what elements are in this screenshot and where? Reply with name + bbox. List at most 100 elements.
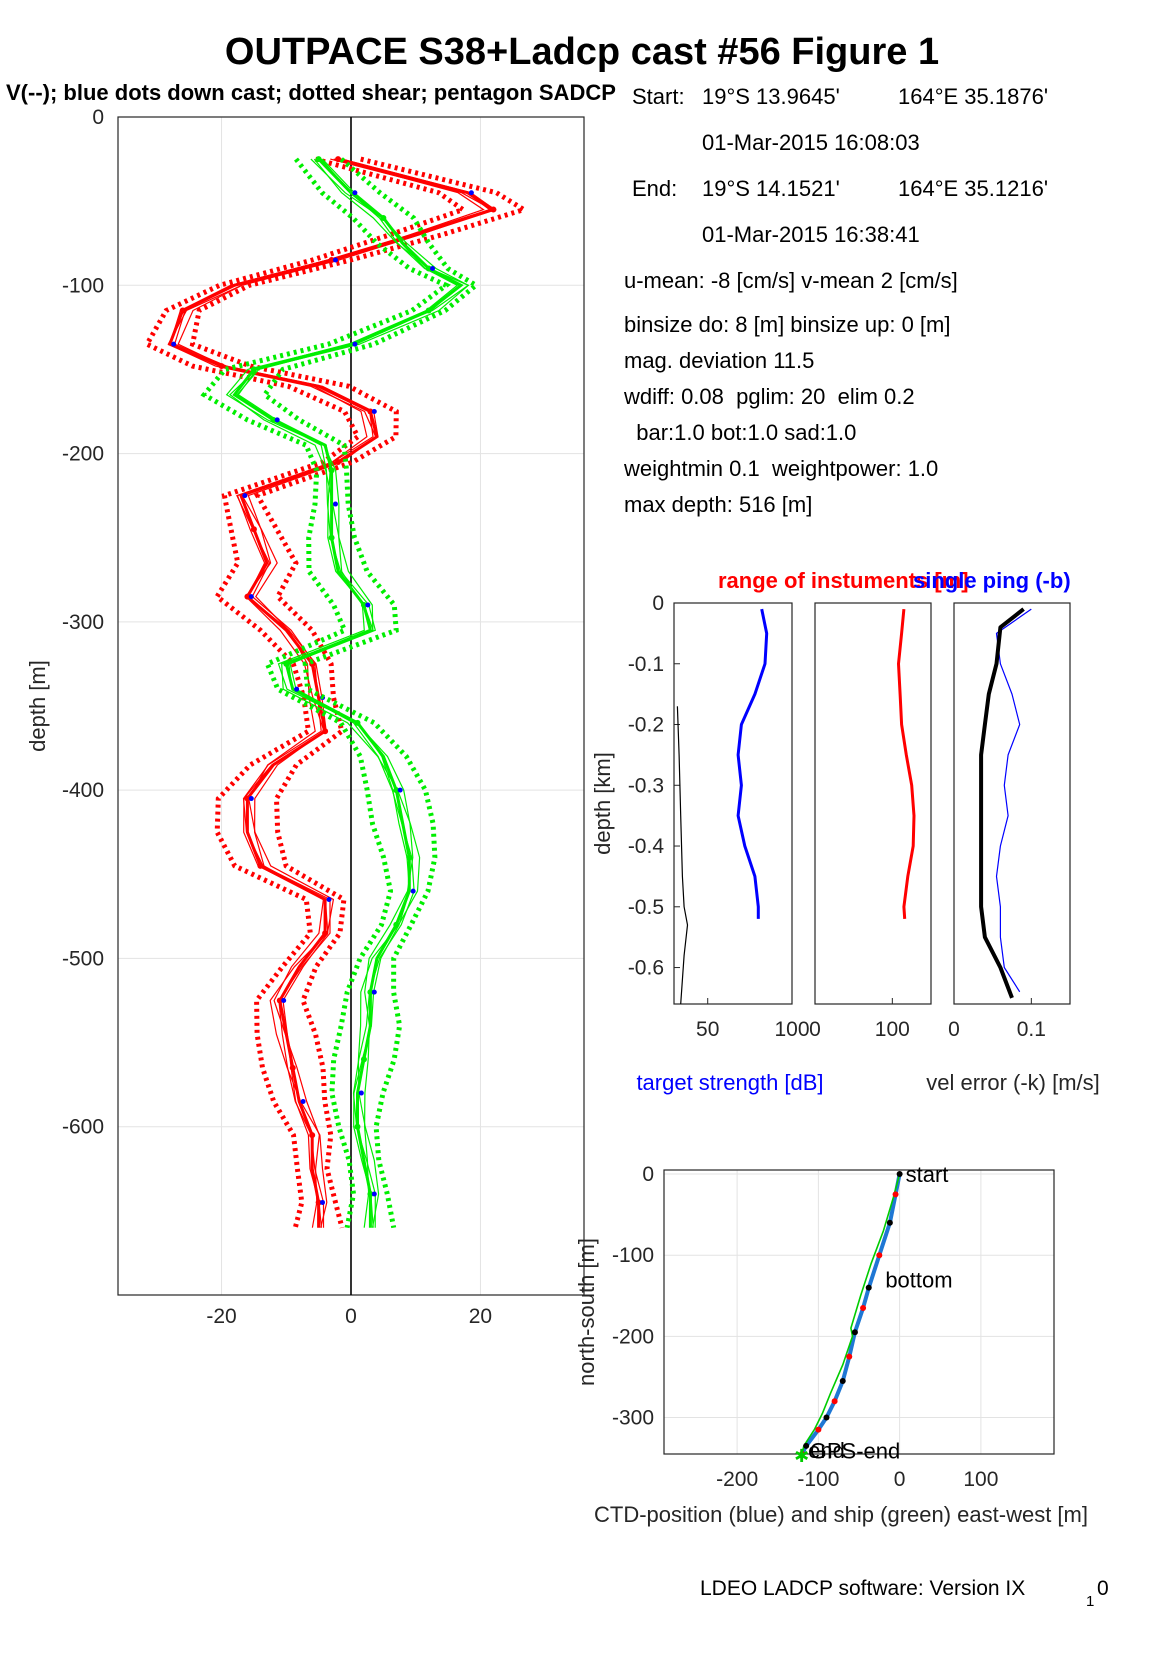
track-point xyxy=(896,1171,903,1178)
figure-title: OUTPACE S38+Ladcp cast #56 Figure 1 xyxy=(225,31,939,73)
downcast-dot xyxy=(242,493,248,499)
track-point xyxy=(892,1191,899,1198)
weights: bar:1.0 bot:1.0 sad:1.0 xyxy=(624,420,856,445)
software-label: LDEO LADCP software: Version IX xyxy=(700,1577,1025,1600)
v-profile-point xyxy=(367,989,374,996)
track-point xyxy=(839,1377,846,1384)
panel-frame xyxy=(953,602,1071,1005)
downcast-dot xyxy=(274,417,280,423)
y-tick-label: -100 xyxy=(62,274,104,297)
downcast-dot xyxy=(320,1199,326,1205)
u-profile-point xyxy=(335,458,342,465)
x-tick-label: 100 xyxy=(774,1018,809,1041)
x-tick-label: 50 xyxy=(696,1018,719,1041)
end-lat: 19°S 14.1521' xyxy=(702,176,840,201)
v-profile-ensemble xyxy=(229,158,470,1228)
profile-line xyxy=(736,608,769,919)
track-plot: -200 -100 0 100 0 -100 -200 -300 north-south [m]… xyxy=(574,1162,1088,1527)
v-profile-point xyxy=(406,854,413,861)
start-lon: 164°E 35.1876' xyxy=(898,84,1048,109)
u-profile-point xyxy=(315,1199,322,1206)
v-profile-point xyxy=(250,366,257,373)
track-annotation: bottom xyxy=(885,1268,952,1293)
v-profile-ensemble xyxy=(225,158,470,1228)
u-profile-point xyxy=(322,728,329,735)
track-annotation: end xyxy=(808,1438,845,1463)
v-profile-point xyxy=(354,719,361,726)
v-profile-point xyxy=(354,1123,361,1130)
track-point xyxy=(860,1304,867,1311)
x-axis-label: CTD-position (blue) and ship (green) eas… xyxy=(594,1502,1088,1527)
v-profile-point xyxy=(328,534,335,541)
track-point xyxy=(799,1451,806,1457)
y-tick-label: -0.1 xyxy=(628,653,664,676)
v-profile-point xyxy=(393,921,400,928)
profile-line xyxy=(676,706,689,1005)
x-tick-label: 0.1 xyxy=(1017,1018,1046,1041)
x-tick-label: 20 xyxy=(469,1305,492,1328)
u-profile-point xyxy=(244,795,251,802)
u-profile-point xyxy=(367,408,374,415)
panel-frame xyxy=(814,602,932,1005)
downcast-dot xyxy=(430,265,436,271)
track-annotation: GPS-end xyxy=(810,1438,901,1463)
range-title: range of instuments [m] xyxy=(718,568,969,593)
track-point xyxy=(865,1284,872,1291)
profile-line xyxy=(979,607,1025,999)
software-note: LDEO LADCP software: Version IX 1 0 xyxy=(700,1577,1109,1610)
u-profile-point xyxy=(250,526,257,533)
downcast-dot xyxy=(332,501,338,507)
x-tick-label: -200 xyxy=(716,1468,758,1491)
downcast-dot xyxy=(371,409,377,414)
track-point xyxy=(823,1414,830,1421)
downcast-dot xyxy=(248,594,254,600)
v-profile-point xyxy=(380,214,387,221)
profile-line xyxy=(897,608,916,919)
v-profile-point xyxy=(393,787,400,794)
y-tick-label: -100 xyxy=(612,1244,654,1267)
track-plot-frame xyxy=(663,1169,1055,1455)
u-profile-point xyxy=(328,257,335,264)
track-annotation: start xyxy=(906,1162,949,1187)
single-ping-title: single ping (-b) xyxy=(913,568,1071,593)
u-profile-point xyxy=(309,1132,316,1139)
y-tick-label: 0 xyxy=(652,592,664,615)
mean-velocity: u-mean: -8 [cm/s] v-mean 2 [cm/s] xyxy=(624,268,958,293)
v-profile-point xyxy=(360,602,367,609)
downcast-dot xyxy=(171,341,177,347)
v-profile-point xyxy=(425,265,432,272)
range-plot: 0 100 xyxy=(809,602,932,1041)
u-profile-point xyxy=(289,1064,296,1071)
x-tick-label: -20 xyxy=(206,1305,236,1328)
x-tick-label: 100 xyxy=(875,1018,910,1041)
u-profile-point xyxy=(335,156,342,163)
downcast-dot xyxy=(326,897,332,903)
v-profile-shear xyxy=(261,157,481,1229)
end-lon: 164°E 35.1216' xyxy=(898,176,1048,201)
start-lat: 19°S 13.9645' xyxy=(702,84,840,109)
downcast-dot xyxy=(352,190,358,196)
v-profile-point xyxy=(425,307,432,314)
track-point xyxy=(886,1219,893,1226)
downcast-dot xyxy=(281,998,287,1003)
track-point xyxy=(876,1252,883,1259)
v-profile-point xyxy=(270,416,277,423)
track-point xyxy=(803,1442,810,1449)
y-tick-label: -400 xyxy=(62,779,104,802)
cast-info: Start: 19°S 13.9645' 164°E 35.1876' 01-M… xyxy=(623,84,1048,517)
vel-error-plot: 0 0.1 xyxy=(948,602,1071,1041)
downcast-dot xyxy=(468,190,474,196)
y-tick-label: -0.6 xyxy=(628,957,664,980)
downcast-dot xyxy=(352,341,358,347)
y-tick-label: -0.2 xyxy=(628,714,664,737)
x-tick-label: 0 xyxy=(809,1018,821,1041)
downcast-dot xyxy=(332,257,338,263)
v-profile-point xyxy=(328,467,335,474)
x-tick-label: -100 xyxy=(797,1468,839,1491)
weightmin: weightmin 0.1 weightpower: 1.0 xyxy=(623,456,938,481)
u-profile-line xyxy=(167,157,497,1228)
downcast-dot xyxy=(371,989,377,995)
y-tick-label: -500 xyxy=(62,947,104,970)
